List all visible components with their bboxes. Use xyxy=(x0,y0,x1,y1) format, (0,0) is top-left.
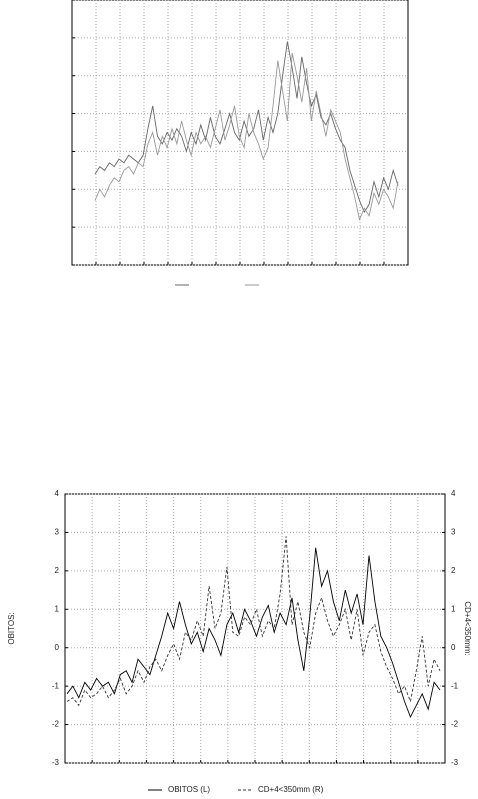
y-axis-label: OBITOS: xyxy=(7,612,16,644)
y2-tick-label: -2 xyxy=(451,720,459,729)
legend-label: OBITOS (L) xyxy=(168,785,210,794)
y2-tick-label: 3 xyxy=(451,528,456,537)
y2-tick-label: 4 xyxy=(451,489,456,498)
y2-tick-label: 1 xyxy=(451,604,456,613)
y-tick-label: 0 xyxy=(55,643,60,652)
series-line xyxy=(66,547,441,719)
y-tick-label: -1 xyxy=(52,681,60,690)
y-tick-label: 3 xyxy=(55,528,60,537)
y-tick-label: 4 xyxy=(55,489,60,498)
y2-tick-label: 2 xyxy=(451,566,456,575)
y2-tick-label: -1 xyxy=(451,681,459,690)
legend-label: CD+4<350mm (R) xyxy=(258,785,324,794)
y2-tick-label: -3 xyxy=(451,758,459,767)
y-tick-label: -2 xyxy=(52,720,60,729)
y2-axis-label: CD+4<350mm: xyxy=(463,601,472,655)
y-tick-label: 2 xyxy=(55,566,60,575)
y-tick-label: -3 xyxy=(52,758,60,767)
series-line xyxy=(94,41,399,213)
series-line xyxy=(66,536,441,707)
y2-tick-label: 0 xyxy=(451,643,456,652)
y-tick-label: 1 xyxy=(55,604,60,613)
series-line xyxy=(94,52,399,222)
